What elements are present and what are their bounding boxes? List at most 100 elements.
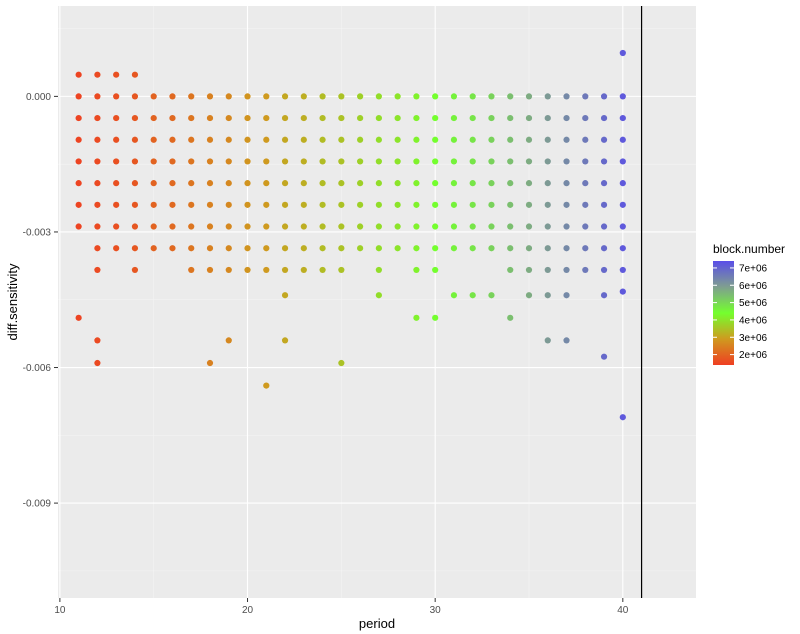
- data-point: [488, 93, 495, 100]
- data-point: [131, 93, 139, 100]
- data-point: [544, 136, 551, 143]
- data-point: [432, 201, 439, 208]
- data-point: [413, 314, 420, 321]
- data-point: [338, 201, 345, 208]
- data-point: [75, 314, 82, 321]
- data-point: [150, 114, 157, 122]
- y-tick-label: -0.009: [23, 499, 52, 510]
- data-point: [488, 136, 495, 143]
- data-point: [619, 223, 626, 230]
- data-point: [319, 93, 326, 100]
- data-point: [169, 136, 176, 143]
- data-point: [600, 266, 608, 274]
- data-point: [544, 93, 551, 100]
- data-point: [394, 245, 401, 252]
- data-point: [225, 223, 232, 230]
- data-point: [244, 114, 251, 122]
- data-point: [413, 158, 420, 165]
- data-point: [75, 201, 82, 208]
- data-point: [188, 266, 195, 274]
- data-point: [450, 180, 458, 187]
- data-point: [507, 314, 514, 321]
- data-point: [169, 158, 176, 165]
- data-point: [150, 158, 157, 165]
- data-point: [507, 245, 514, 252]
- data-point: [525, 114, 533, 122]
- y-axis: 0.000 -0.003 -0.006 -0.009: [23, 92, 58, 510]
- data-point: [75, 93, 82, 100]
- x-tick-label: 30: [430, 605, 442, 616]
- data-point: [525, 292, 533, 299]
- data-point: [338, 93, 345, 100]
- data-point: [244, 93, 251, 100]
- data-point: [263, 266, 270, 274]
- data-point: [507, 201, 514, 208]
- data-point: [582, 93, 589, 100]
- data-point: [525, 93, 533, 100]
- data-point: [563, 136, 570, 143]
- data-point: [563, 201, 570, 208]
- data-point: [225, 136, 232, 143]
- data-point: [600, 114, 608, 122]
- data-point: [357, 114, 364, 122]
- data-point: [619, 136, 626, 143]
- legend-ticks: 7e+06 6e+06 5e+06 4e+06 3e+06 2e+06: [713, 263, 768, 361]
- data-point: [357, 223, 364, 230]
- x-axis: 10 20 30 40: [54, 598, 629, 616]
- data-point: [206, 136, 214, 143]
- data-point: [113, 71, 120, 78]
- data-point: [582, 266, 589, 274]
- data-point: [394, 158, 401, 165]
- y-tick-label: -0.003: [23, 227, 52, 238]
- data-point: [281, 114, 289, 122]
- data-point: [582, 245, 589, 252]
- data-point: [619, 49, 626, 57]
- data-point: [563, 292, 570, 299]
- data-point: [450, 93, 458, 100]
- x-tick-label: 10: [54, 605, 66, 616]
- data-point: [225, 201, 232, 208]
- data-point: [432, 158, 439, 165]
- data-point: [375, 201, 382, 208]
- data-point: [244, 158, 251, 165]
- data-point: [488, 158, 495, 165]
- data-point: [488, 201, 495, 208]
- data-point: [281, 136, 289, 143]
- data-point: [188, 158, 195, 165]
- data-points: [75, 49, 626, 421]
- data-point: [131, 158, 139, 165]
- y-tick-label: -0.006: [23, 363, 52, 374]
- grid-major: [58, 6, 696, 598]
- data-point: [281, 223, 289, 230]
- data-point: [375, 292, 382, 299]
- data-point: [94, 223, 101, 230]
- data-point: [488, 180, 495, 187]
- data-point: [507, 266, 514, 274]
- data-point: [281, 245, 289, 252]
- data-point: [582, 180, 589, 187]
- data-point: [450, 136, 458, 143]
- data-point: [244, 136, 251, 143]
- data-point: [263, 245, 270, 252]
- data-point: [94, 337, 101, 344]
- data-point: [375, 158, 382, 165]
- data-point: [544, 201, 551, 208]
- data-point: [150, 136, 157, 143]
- data-point: [113, 223, 120, 230]
- data-point: [469, 180, 476, 187]
- data-point: [469, 201, 476, 208]
- data-point: [619, 180, 626, 187]
- data-point: [263, 136, 270, 143]
- data-point: [75, 223, 82, 230]
- data-point: [450, 158, 458, 165]
- data-point: [525, 266, 533, 274]
- data-point: [94, 71, 101, 78]
- data-point: [563, 180, 570, 187]
- data-point: [375, 223, 382, 230]
- data-point: [338, 223, 345, 230]
- data-point: [544, 158, 551, 165]
- data-point: [75, 180, 82, 187]
- data-point: [300, 245, 307, 252]
- data-point: [507, 93, 514, 100]
